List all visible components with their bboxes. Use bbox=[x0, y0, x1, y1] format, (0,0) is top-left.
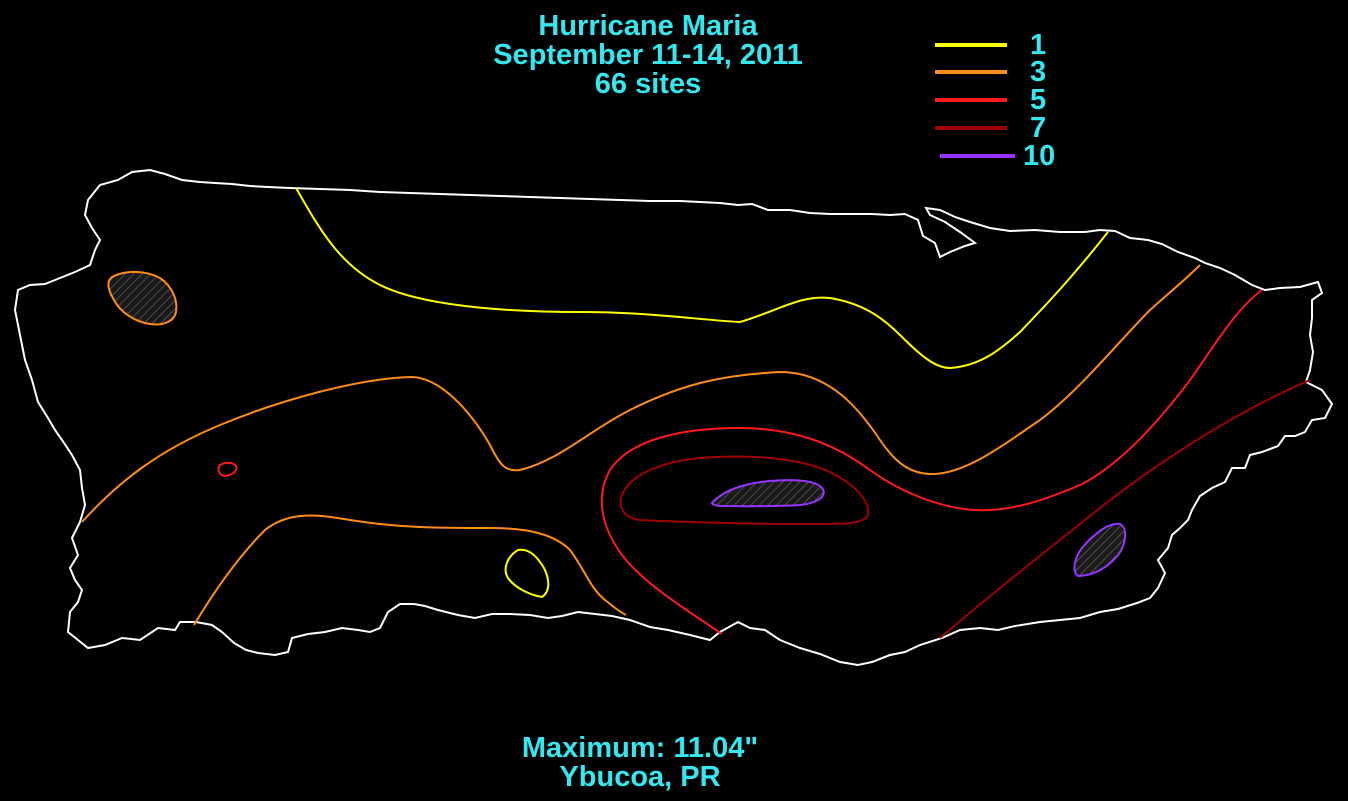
legend-swatch-10 bbox=[940, 154, 1015, 158]
legend-swatch-7 bbox=[935, 126, 1007, 130]
contour-10-center bbox=[711, 479, 825, 508]
contour-5-main bbox=[600, 289, 1263, 635]
legend-swatch-1 bbox=[935, 43, 1007, 47]
legend-label-1: 1 bbox=[1030, 29, 1047, 61]
contour-3-main bbox=[81, 264, 1201, 523]
map-footer: Maximum: 11.04" Ybucoa, PR bbox=[440, 734, 840, 792]
legend-label-3: 3 bbox=[1030, 56, 1047, 88]
legend-swatch-3 bbox=[935, 70, 1007, 74]
maximum-location: Ybucoa, PR bbox=[559, 761, 721, 793]
maximum-value: Maximum: 11.04" bbox=[521, 732, 759, 764]
legend-item-3: 3 bbox=[935, 56, 1075, 88]
coastline bbox=[13, 168, 1334, 667]
map-title: Hurricane Maria bbox=[538, 10, 758, 42]
legend-item-7: 7 bbox=[935, 112, 1075, 144]
legend-item-10: 10 bbox=[935, 140, 1075, 172]
contour-7-east bbox=[939, 379, 1311, 639]
legend-label-7: 7 bbox=[1030, 112, 1047, 144]
date-range: September 11-14, 2011 bbox=[493, 39, 803, 71]
map-title-block: Hurricane Maria September 11-14, 2011 66… bbox=[448, 12, 848, 99]
contour-5-isle bbox=[217, 461, 238, 478]
contour-3-west-isle bbox=[107, 270, 178, 326]
contour-7-center bbox=[619, 455, 870, 526]
legend-item-5: 5 bbox=[935, 84, 1075, 116]
site-count: 66 sites bbox=[594, 68, 702, 100]
legend-label-5: 5 bbox=[1030, 84, 1047, 116]
contour-3-south bbox=[193, 514, 627, 626]
legend-label-10: 10 bbox=[1023, 140, 1056, 172]
legend-item-1: 1 bbox=[935, 29, 1075, 61]
contour-1-main bbox=[295, 187, 1109, 370]
contour-10-east bbox=[1073, 522, 1126, 578]
contour-1-isle bbox=[504, 548, 550, 599]
legend-swatch-5 bbox=[935, 98, 1007, 102]
